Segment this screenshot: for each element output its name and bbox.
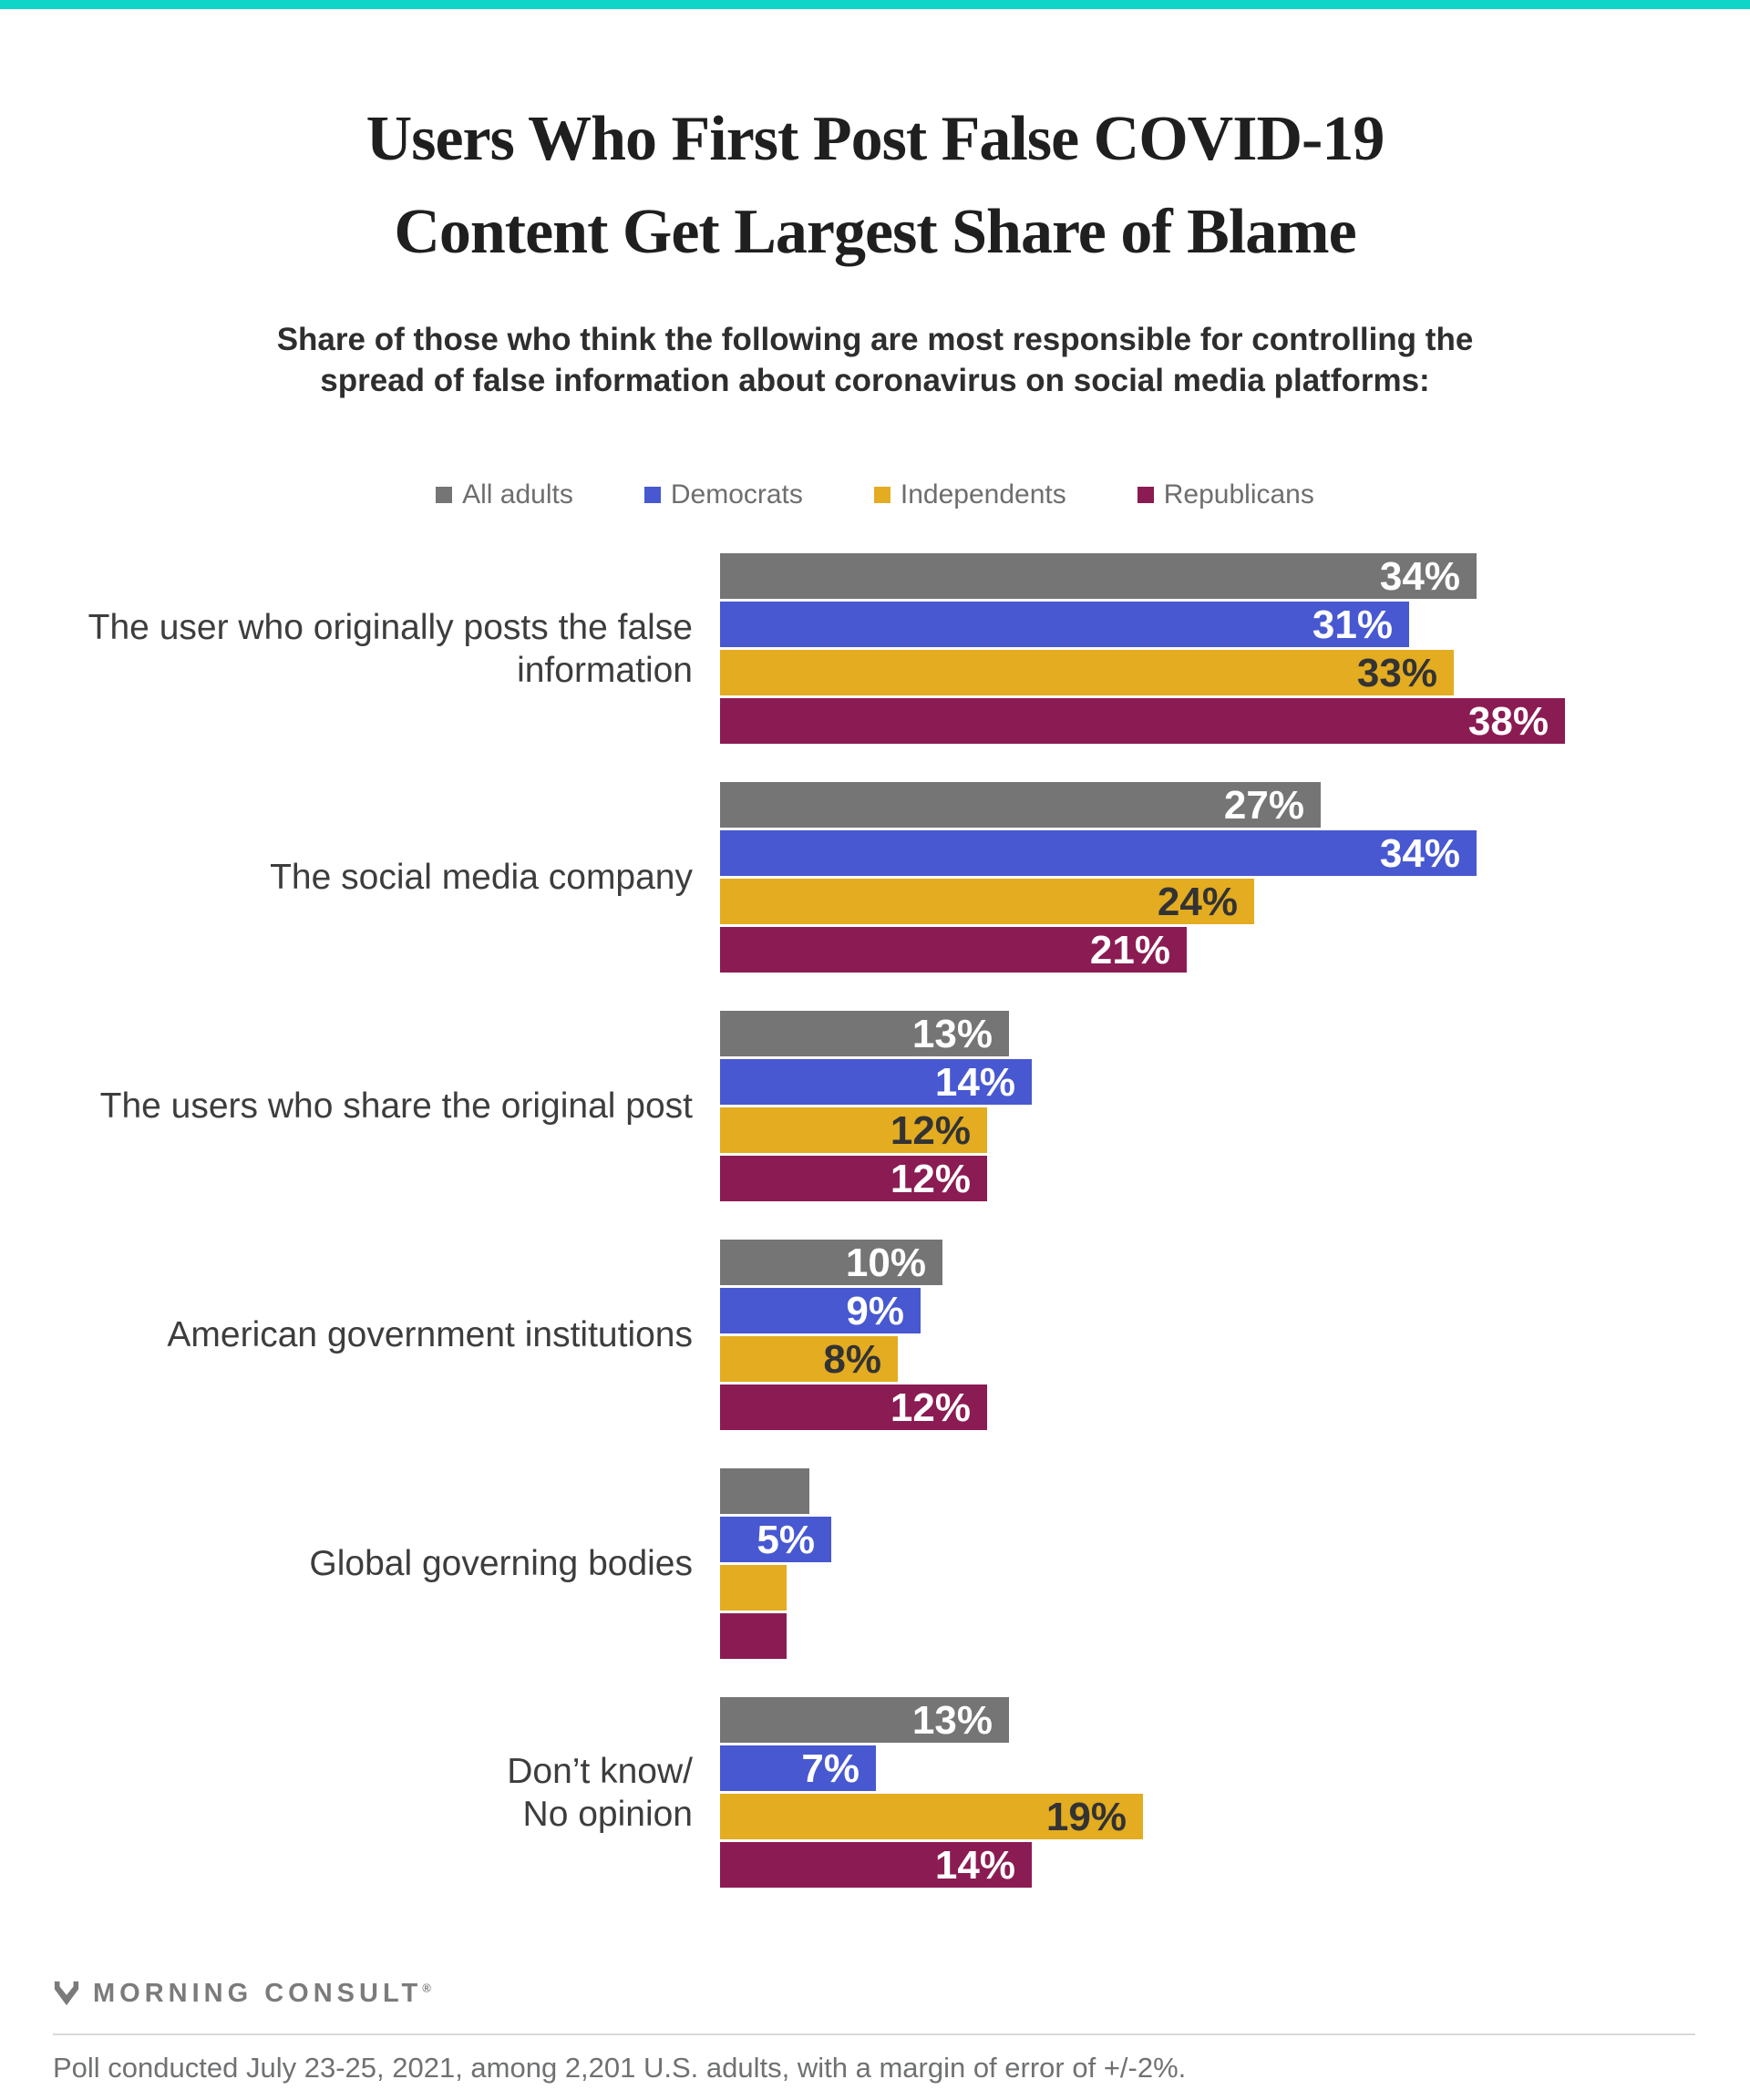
bar-stack: 34% 31% 33% 38% — [720, 553, 1565, 744]
legend-item-independents: Independents — [873, 479, 1066, 510]
bar-independents: 8% — [720, 1336, 898, 1382]
bar-all-adults: 13% — [720, 1011, 1009, 1056]
bar-democrats: 9% — [720, 1288, 921, 1333]
bar-value-label: 10% — [845, 1240, 926, 1285]
category-label: The users who share the original post — [0, 1085, 720, 1127]
bar-value-label: 9% — [846, 1289, 904, 1333]
category-label-line: American government institutions — [167, 1315, 693, 1354]
category-label-line: Don’t know/ — [507, 1751, 693, 1791]
bar-democrats: 14% — [720, 1059, 1032, 1105]
bar-stack: 5% — [720, 1468, 831, 1659]
category-label: American government institutions — [0, 1313, 720, 1356]
page-title-line1: Users Who First Post False COVID-19 — [365, 104, 1385, 174]
bar-democrats: 5% — [720, 1517, 831, 1562]
bar-value-label: 8% — [823, 1337, 881, 1382]
bar-group: The users who share the original post 13%… — [0, 1011, 1750, 1201]
category-label-line: The users who share the original post — [99, 1086, 693, 1126]
bar-all-adults: 34% — [720, 553, 1477, 599]
legend-swatch-icon — [873, 487, 890, 503]
bar-republicans: 38% — [720, 698, 1565, 744]
chart-subtitle-line2: spread of false information about corona… — [320, 363, 1430, 398]
bar-republicans: 12% — [720, 1156, 987, 1201]
category-label: Don’t know/No opinion — [0, 1750, 720, 1836]
bar-value-label: 14% — [934, 1060, 1015, 1105]
bar-all-adults: 27% — [720, 782, 1321, 828]
page-title-line2: Content Get Largest Share of Blame — [394, 197, 1356, 267]
bar-value-label: 14% — [934, 1843, 1015, 1888]
bar-stack: 10% 9% 8% 12% — [720, 1240, 987, 1430]
bar-value-label: 38% — [1467, 699, 1549, 744]
footer: MORNING CONSULT® Poll conducted July 23-… — [53, 1979, 1695, 2086]
legend-label: Democrats — [670, 479, 803, 510]
morning-consult-m-icon — [54, 1981, 79, 2006]
bar-independents: 33% — [720, 650, 1454, 695]
legend-swatch-icon — [1137, 487, 1154, 503]
bar-democrats: 7% — [720, 1745, 876, 1791]
bar-stack: 13% 14% 12% 12% — [720, 1011, 1032, 1201]
category-label: Global governing bodies — [0, 1542, 720, 1585]
chart-subtitle: Share of those who think the following a… — [0, 319, 1750, 401]
bar-group: American government institutions 10% 9% 8% 1… — [0, 1240, 1750, 1430]
legend-label: All adults — [462, 479, 573, 510]
bar-value-label: 5% — [757, 1518, 815, 1562]
legend-swatch-icon — [436, 487, 453, 503]
category-label-line: The user who originally posts the false — [88, 607, 693, 647]
category-label-line: information — [517, 650, 693, 690]
bar-value-label: 34% — [1379, 554, 1460, 599]
legend-swatch-icon — [643, 487, 661, 503]
bar-value-label: 24% — [1157, 880, 1238, 924]
bar-value-label: 31% — [1312, 602, 1393, 647]
chart-legend: All adults Democrats Independents Republica… — [0, 479, 1750, 510]
bar-value-label: 13% — [911, 1698, 993, 1743]
legend-item-democrats: Democrats — [643, 479, 803, 510]
chart-subtitle-line1: Share of those who think the following a… — [276, 322, 1474, 357]
bar-value-label: 21% — [1089, 928, 1170, 973]
bar-republicans: 12% — [720, 1385, 987, 1430]
bar-all-adults — [720, 1468, 809, 1514]
footer-divider — [53, 2033, 1695, 2035]
page-title: Users Who First Post False COVID-19 Cont… — [0, 93, 1750, 279]
category-label: The social media company — [0, 856, 720, 899]
bar-group: Global governing bodies 5% — [0, 1468, 1750, 1659]
legend-label: Independents — [900, 479, 1066, 510]
legend-item-all-adults: All adults — [436, 479, 573, 510]
bar-value-label: 27% — [1223, 783, 1304, 828]
bar-republicans: 14% — [720, 1842, 1032, 1888]
bar-chart: The user who originally posts the false i… — [0, 553, 1750, 1888]
bar-value-label: 12% — [890, 1157, 971, 1201]
bar-all-adults: 10% — [720, 1240, 942, 1285]
category-label: The user who originally posts the false i… — [0, 606, 720, 692]
category-label-line: No opinion — [522, 1794, 693, 1834]
legend-label: Republicans — [1163, 479, 1314, 510]
bar-independents: 19% — [720, 1794, 1143, 1839]
morning-consult-wordmark: MORNING CONSULT® — [93, 1978, 431, 2008]
category-label-line: The social media company — [270, 858, 693, 897]
bar-value-label: 34% — [1379, 831, 1460, 876]
morning-consult-logo: MORNING CONSULT® — [53, 1979, 1695, 2008]
category-label-line: Global governing bodies — [309, 1544, 693, 1583]
poll-footnote: Poll conducted July 23-25, 2021, among 2… — [53, 2052, 1187, 2084]
bar-stack: 27% 34% 24% 21% — [720, 782, 1477, 973]
legend-item-republicans: Republicans — [1137, 479, 1314, 510]
bar-value-label: 19% — [1045, 1795, 1127, 1839]
registered-mark: ® — [422, 1980, 431, 1994]
bar-value-label: 7% — [801, 1746, 860, 1791]
bar-value-label: 33% — [1356, 651, 1437, 695]
bar-group: Don’t know/No opinion 13% 7% 19% 14% — [0, 1697, 1750, 1888]
top-accent-bar — [0, 0, 1750, 9]
bar-all-adults: 13% — [720, 1697, 1009, 1743]
bar-republicans — [720, 1613, 787, 1659]
bar-republicans: 21% — [720, 927, 1187, 973]
bar-value-label: 12% — [890, 1385, 971, 1430]
bar-independents — [720, 1565, 787, 1611]
bar-stack: 13% 7% 19% 14% — [720, 1697, 1143, 1888]
bar-independents: 24% — [720, 879, 1254, 924]
bar-value-label: 13% — [911, 1012, 993, 1056]
bar-value-label: 12% — [890, 1108, 971, 1153]
bar-independents: 12% — [720, 1107, 987, 1153]
bar-democrats: 31% — [720, 602, 1409, 647]
bar-group: The user who originally posts the false i… — [0, 553, 1750, 744]
bar-democrats: 34% — [720, 830, 1477, 876]
bar-group: The social media company 27% 34% 24% 21% — [0, 782, 1750, 973]
